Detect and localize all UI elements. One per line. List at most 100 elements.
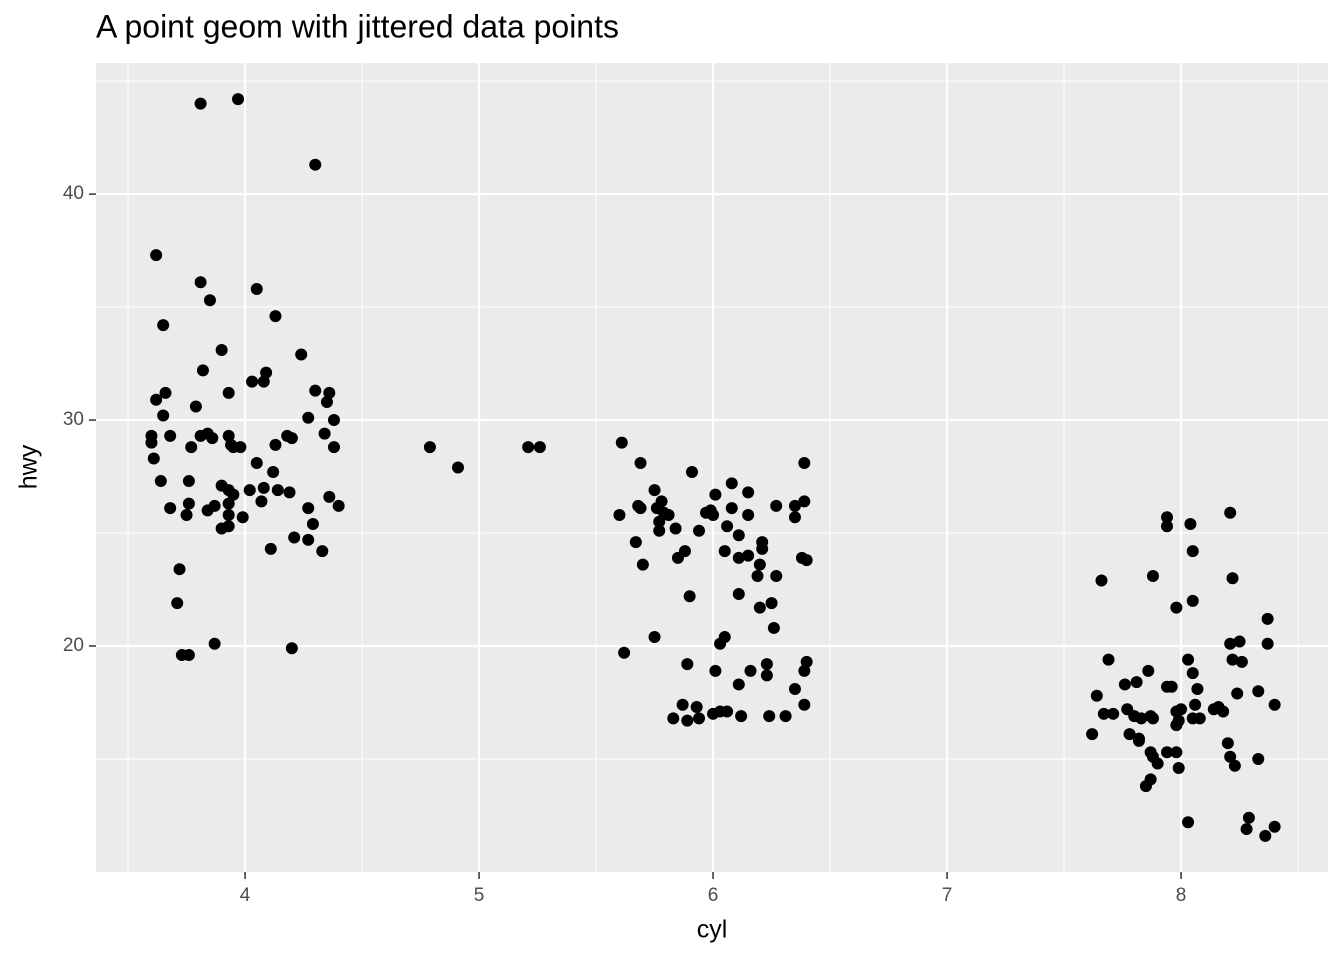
point: [173, 563, 186, 576]
point: [150, 393, 163, 406]
point: [648, 630, 661, 643]
point: [671, 551, 684, 564]
point: [257, 375, 270, 388]
point: [185, 441, 198, 454]
y-tick-label: 40: [63, 183, 84, 204]
point: [1135, 712, 1148, 725]
point: [742, 508, 755, 521]
point: [1233, 635, 1246, 648]
point: [1252, 753, 1265, 766]
chart-title: A point geom with jittered data points: [96, 8, 619, 44]
point: [423, 441, 436, 454]
point: [1186, 667, 1199, 680]
point: [1146, 712, 1159, 725]
point: [721, 520, 734, 533]
point: [634, 502, 647, 515]
point: [1172, 762, 1185, 775]
point: [709, 664, 722, 677]
point: [1186, 545, 1199, 558]
point: [309, 384, 322, 397]
point: [1224, 506, 1237, 519]
point: [798, 698, 811, 711]
point: [760, 658, 773, 671]
point: [1086, 728, 1099, 741]
point: [753, 558, 766, 571]
point: [732, 551, 745, 564]
point: [201, 504, 214, 517]
y-tick-label: 30: [63, 409, 84, 430]
point: [222, 508, 235, 521]
point: [1090, 689, 1103, 702]
point: [1193, 712, 1206, 725]
point: [271, 484, 284, 497]
point: [707, 508, 720, 521]
point: [309, 158, 322, 171]
point: [721, 705, 734, 718]
point: [1102, 653, 1115, 666]
x-tick-label: 5: [474, 885, 485, 906]
point: [765, 597, 778, 610]
point: [690, 701, 703, 714]
point: [1268, 820, 1281, 833]
point: [1165, 680, 1178, 693]
point: [1240, 823, 1253, 836]
point: [800, 554, 813, 567]
y-tick-label: 20: [63, 635, 84, 656]
point: [1123, 728, 1136, 741]
point: [653, 524, 666, 537]
point: [1224, 637, 1237, 650]
point: [222, 429, 235, 442]
point: [327, 414, 340, 427]
point: [182, 497, 195, 510]
point: [756, 542, 769, 555]
point: [164, 502, 177, 515]
point: [145, 436, 158, 449]
point: [629, 536, 642, 549]
point: [1261, 637, 1274, 650]
point: [147, 452, 160, 465]
x-tick-label: 6: [708, 885, 719, 906]
point: [1130, 676, 1143, 689]
point: [1142, 664, 1155, 677]
point: [1107, 707, 1120, 720]
point: [613, 508, 626, 521]
point: [725, 477, 738, 490]
point: [206, 432, 219, 445]
point: [1182, 653, 1195, 666]
point: [522, 441, 535, 454]
point: [618, 646, 631, 659]
point: [269, 438, 282, 451]
point: [800, 655, 813, 668]
point: [222, 497, 235, 510]
point: [1261, 612, 1274, 625]
point: [1132, 734, 1145, 747]
point: [1151, 757, 1164, 770]
point: [1252, 685, 1265, 698]
point: [318, 427, 331, 440]
point: [662, 508, 675, 521]
point: [250, 456, 263, 469]
point: [164, 429, 177, 442]
point: [693, 524, 706, 537]
point: [1161, 511, 1174, 524]
point: [788, 511, 801, 524]
point: [1139, 780, 1152, 793]
point: [742, 486, 755, 499]
point: [196, 364, 209, 377]
point: [320, 395, 333, 408]
point: [685, 466, 698, 479]
point: [681, 714, 694, 727]
point: [232, 93, 245, 106]
point: [1146, 569, 1159, 582]
point: [1182, 816, 1195, 829]
point: [222, 520, 235, 533]
point: [1226, 572, 1239, 585]
point: [302, 533, 315, 546]
point: [770, 499, 783, 512]
point: [798, 456, 811, 469]
point: [267, 466, 280, 479]
point: [194, 97, 207, 110]
point: [714, 637, 727, 650]
